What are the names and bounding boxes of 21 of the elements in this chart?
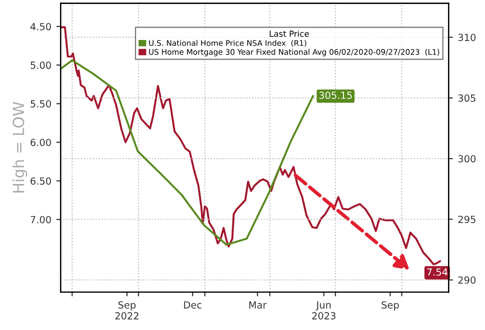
y-tick-label: 5.50 [30,100,51,108]
line-series [60,59,314,246]
x-tick-label: Dec [184,301,202,309]
y-tick-label: 6.00 [30,138,51,146]
data-label: 305.15 [319,92,352,99]
y2-tick-label: 310 [458,34,476,42]
y2-tick-label: 300 [458,155,476,162]
legend-title: Last Price [270,30,309,37]
y-tick-label: 5.00 [30,62,51,69]
x-tick-label: Sep 2022 [115,301,138,320]
y-axis-title: High = LOW [12,102,28,193]
data-label: 7.54 [427,268,448,276]
x-tick-label: Mar [249,301,267,309]
y-tick-label: 4.50 [30,22,51,30]
y-tick-label: 6.50 [30,177,51,185]
y2-tick-label: 305 [458,94,476,102]
y2-tick-label: 295 [458,216,476,224]
y2-tick-label: 290 [458,276,476,284]
x-tick-label: Jun 2023 [312,301,336,320]
y-tick-label: 7.00 [30,216,51,224]
x-tick-label: Sep [382,301,399,310]
